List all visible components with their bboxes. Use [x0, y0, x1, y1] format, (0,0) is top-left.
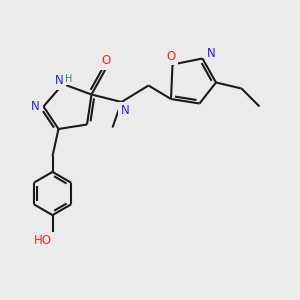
Text: H: H [65, 74, 72, 84]
Text: N: N [207, 46, 216, 60]
Text: HO: HO [34, 234, 52, 247]
Text: O: O [102, 54, 111, 68]
Text: N: N [31, 100, 40, 113]
Text: N: N [55, 74, 64, 88]
Text: N: N [121, 104, 130, 118]
Text: O: O [167, 50, 176, 63]
